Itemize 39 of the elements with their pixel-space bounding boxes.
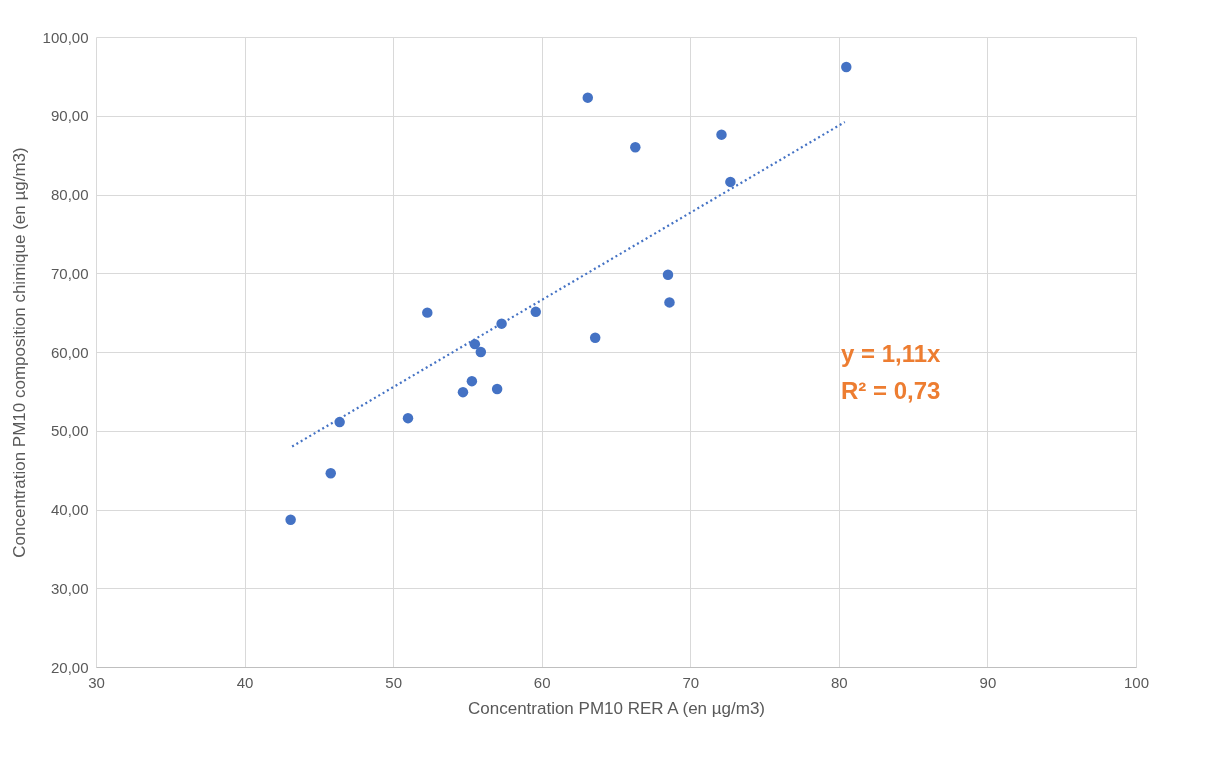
point bbox=[325, 468, 336, 479]
y-tick-label: 50,00 bbox=[50, 422, 89, 440]
point bbox=[630, 142, 641, 153]
point bbox=[402, 412, 414, 424]
y-tick-label: 20,00 bbox=[50, 658, 89, 676]
x-tick-label: 60 bbox=[533, 673, 551, 691]
annotation: R² = 0,73 bbox=[841, 377, 941, 404]
point bbox=[422, 307, 433, 318]
point bbox=[466, 375, 478, 387]
annotation: y = 1,11x bbox=[841, 340, 942, 367]
x-tick-label: 30 bbox=[88, 673, 105, 691]
point bbox=[475, 346, 487, 358]
point bbox=[285, 514, 296, 525]
point bbox=[841, 61, 852, 73]
x-tick-label: 90 bbox=[979, 673, 997, 691]
x-tick-label: 80 bbox=[831, 673, 848, 691]
point bbox=[725, 176, 736, 188]
y-tick-label: 80,00 bbox=[50, 186, 89, 203]
point bbox=[469, 338, 481, 350]
y-tick-label: 60,00 bbox=[50, 343, 89, 361]
x-tick-label: 40 bbox=[236, 673, 254, 691]
y-tick-label: 70,00 bbox=[50, 264, 89, 282]
point bbox=[530, 306, 542, 318]
x-tick-label: 70 bbox=[682, 673, 700, 691]
y-axis-title: Concentration PM10 composition chimique (en µg/m3) bbox=[9, 147, 29, 558]
y-tick-label: 40,00 bbox=[50, 501, 89, 518]
y-tick-label: 90,00 bbox=[50, 107, 89, 125]
x-axis-title: Concentration PM10 RER A (en µg/m3) bbox=[467, 698, 766, 718]
point bbox=[664, 297, 675, 308]
point bbox=[716, 129, 727, 140]
point bbox=[589, 332, 601, 344]
x-tick-label: 50 bbox=[385, 673, 402, 691]
x-tick-label: 100 bbox=[1123, 673, 1150, 691]
point bbox=[582, 92, 594, 103]
y-tick-label: 30,00 bbox=[50, 579, 89, 597]
y-tick-label: 100,00 bbox=[42, 28, 89, 46]
point bbox=[491, 383, 503, 395]
point bbox=[662, 269, 674, 281]
point bbox=[457, 386, 469, 398]
